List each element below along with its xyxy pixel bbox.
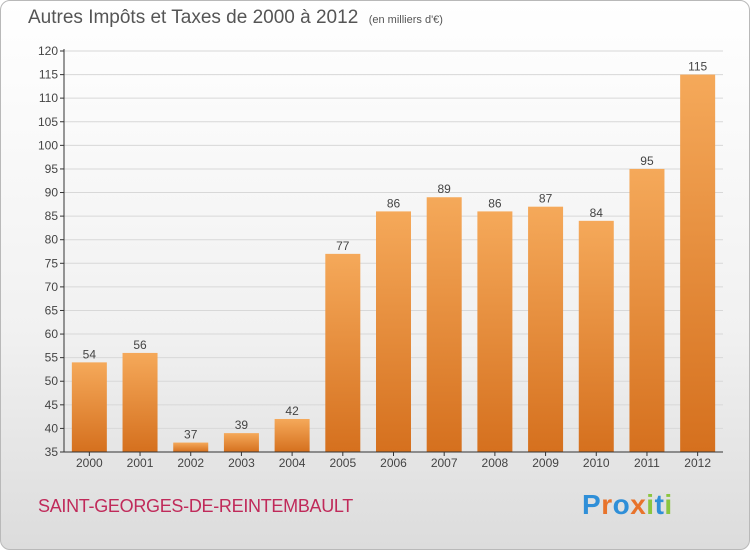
logo-letter: t [654,489,665,520]
chart-title: Autres Impôts et Taxes de 2000 à 2012 [28,7,359,28]
y-tick-label: 40 [45,421,59,435]
y-tick-label: 65 [45,303,59,317]
bar [173,442,209,452]
bar-value-label: 86 [488,196,502,210]
x-tick-label: 2008 [482,456,509,470]
bar-value-label: 84 [590,206,604,220]
bar-value-label: 37 [184,428,198,442]
bar-value-label: 86 [387,196,401,210]
chart-subtitle: (en milliers d'€) [368,14,443,26]
y-tick-label: 35 [45,445,59,459]
y-tick-label: 120 [38,44,58,58]
proxiti-logo: Proxiti [582,489,673,521]
y-tick-label: 110 [39,91,58,105]
x-tick-label: 2011 [634,456,660,470]
x-tick-label: 2003 [228,456,255,470]
y-tick-label: 60 [45,327,59,341]
bar-value-label: 95 [640,154,654,168]
bar [578,220,614,452]
y-tick-label: 95 [45,162,59,176]
bar [71,362,107,452]
y-tick-label: 85 [45,209,59,223]
commune-name: SAINT-GEORGES-DE-REINTEMBAULT [38,496,354,516]
y-tick-label: 70 [45,280,59,294]
bar [477,211,513,452]
x-tick-label: 2000 [76,456,103,470]
bar [376,211,411,452]
bar-value-label: 54 [83,347,97,361]
bar [325,253,361,452]
y-tick-label: 105 [38,115,58,129]
bar [426,197,462,452]
logo-letter: o [612,489,631,520]
bar-value-label: 77 [336,239,350,253]
bar-value-label: 56 [133,338,147,352]
y-tick-label: 50 [45,374,59,388]
y-tick-label: 90 [45,186,59,200]
x-tick-label: 2002 [177,456,204,470]
bar [528,206,564,452]
bar [274,418,310,452]
bar [223,433,259,452]
logo-letter: i [664,489,673,520]
bar [122,352,158,452]
chart-title-block: Autres Impôts et Taxes de 2000 à 2012 (e… [28,7,443,29]
bar [680,74,716,453]
y-tick-label: 115 [39,68,58,82]
logo-letter: i [646,489,655,520]
y-tick-label: 75 [45,256,59,270]
bar-value-label: 42 [285,404,299,418]
logo-letter: x [630,489,647,520]
bar-value-label: 115 [688,60,707,74]
y-tick-label: 80 [45,233,59,247]
x-tick-label: 2005 [329,456,356,470]
x-tick-label: 2006 [380,456,407,470]
x-tick-label: 2009 [532,456,559,470]
x-tick-label: 2001 [127,456,154,470]
logo-letter: P [582,489,602,520]
y-tick-label: 45 [45,398,59,412]
x-tick-label: 2007 [431,456,458,470]
bar-value-label: 89 [438,182,452,196]
logo-letter: r [601,489,613,520]
y-tick-label: 55 [45,351,59,365]
bar-value-label: 87 [539,192,553,206]
x-tick-label: 2004 [279,456,306,470]
x-tick-label: 2012 [684,456,711,470]
bar [629,168,665,453]
y-tick-label: 100 [38,138,58,152]
x-tick-label: 2010 [583,456,610,470]
bar-value-label: 39 [235,418,249,432]
